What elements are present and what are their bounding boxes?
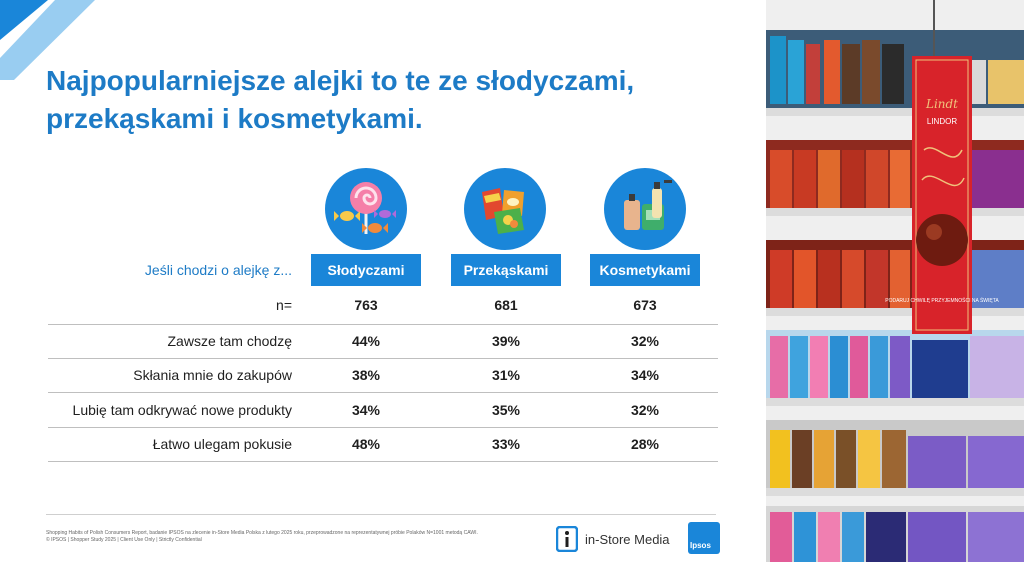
- banner-slogan: PODARUJ CHWILĘ PRZYJEMNOŚCI NA ŚWIĘTA: [885, 296, 999, 304]
- ipsos-logo-text: Ipsos: [690, 541, 711, 550]
- table-divider: [48, 392, 718, 393]
- snacks-icon: [464, 168, 546, 250]
- row-label-always-go: Zawsze tam chodzę: [167, 333, 293, 349]
- n-value-snacks: 681: [494, 297, 518, 313]
- column-header-snacks: Przekąskami: [451, 254, 561, 286]
- corner-decoration: [0, 0, 95, 80]
- instore-logo-icon: [556, 526, 578, 552]
- table-cell: 31%: [491, 367, 521, 383]
- table-divider: [48, 358, 718, 359]
- banner-brand: Lindt: [925, 97, 958, 111]
- title-line-2: przekąskami i kosmetykami.: [46, 103, 423, 134]
- lindt-banner: Lindt LINDOR PODARUJ CHWILĘ PRZYJEMNOŚCI…: [885, 0, 999, 334]
- ipsos-logo: Ipsos: [688, 522, 720, 554]
- n-value-cosmetics: 673: [633, 297, 657, 313]
- question-label: Jeśli chodzi o alejkę z...: [144, 262, 292, 278]
- table-cell: 38%: [351, 367, 381, 383]
- table-divider: [48, 461, 718, 462]
- table-cell: 32%: [630, 333, 660, 349]
- n-row-label: n=: [276, 297, 292, 313]
- instore-media-logo: in-Store Media: [556, 526, 670, 552]
- column-header-sweets: Słodyczami: [311, 254, 421, 286]
- candy-icon: [325, 168, 407, 250]
- n-value-sweets: 763: [354, 297, 378, 313]
- table-cell: 32%: [630, 402, 660, 418]
- table-cell: 34%: [630, 367, 660, 383]
- table-cell: 35%: [491, 402, 521, 418]
- table-cell: 48%: [351, 436, 381, 452]
- footnote-line-1: Shopping Habits of Polish Consumers Repo…: [46, 530, 478, 536]
- column-header-cosmetics: Kosmetykami: [590, 254, 700, 286]
- footer-divider: [46, 514, 716, 515]
- store-shelf-photo: Lindt LINDOR PODARUJ CHWILĘ PRZYJEMNOŚCI…: [766, 0, 1024, 562]
- source-footnote: Shopping Habits of Polish Consumers Repo…: [46, 530, 566, 544]
- table-cell: 33%: [491, 436, 521, 452]
- row-label-temptation: Łatwo ulegam pokusie: [152, 436, 292, 452]
- table-cell: 28%: [630, 436, 660, 452]
- table-divider: [48, 324, 718, 325]
- table-cell: 44%: [351, 333, 381, 349]
- row-label-encourages-purchase: Skłania mnie do zakupów: [133, 367, 292, 383]
- row-label-discover-products: Lubię tam odkrywać nowe produkty: [72, 402, 292, 418]
- instore-logo-text: in-Store Media: [585, 531, 670, 547]
- product-shelves: [766, 30, 1024, 562]
- page-title: Najpopularniejsze alejki to te ze słodyc…: [46, 62, 746, 138]
- table-divider: [48, 427, 718, 428]
- cosmetics-icon: [604, 168, 686, 250]
- banner-product: LINDOR: [927, 117, 957, 126]
- table-cell: 34%: [351, 402, 381, 418]
- footnote-line-2: © IPSOS | Shopper Study 2025 | Client Us…: [46, 537, 202, 543]
- table-cell: 39%: [491, 333, 521, 349]
- title-line-1: Najpopularniejsze alejki to te ze słodyc…: [46, 65, 635, 96]
